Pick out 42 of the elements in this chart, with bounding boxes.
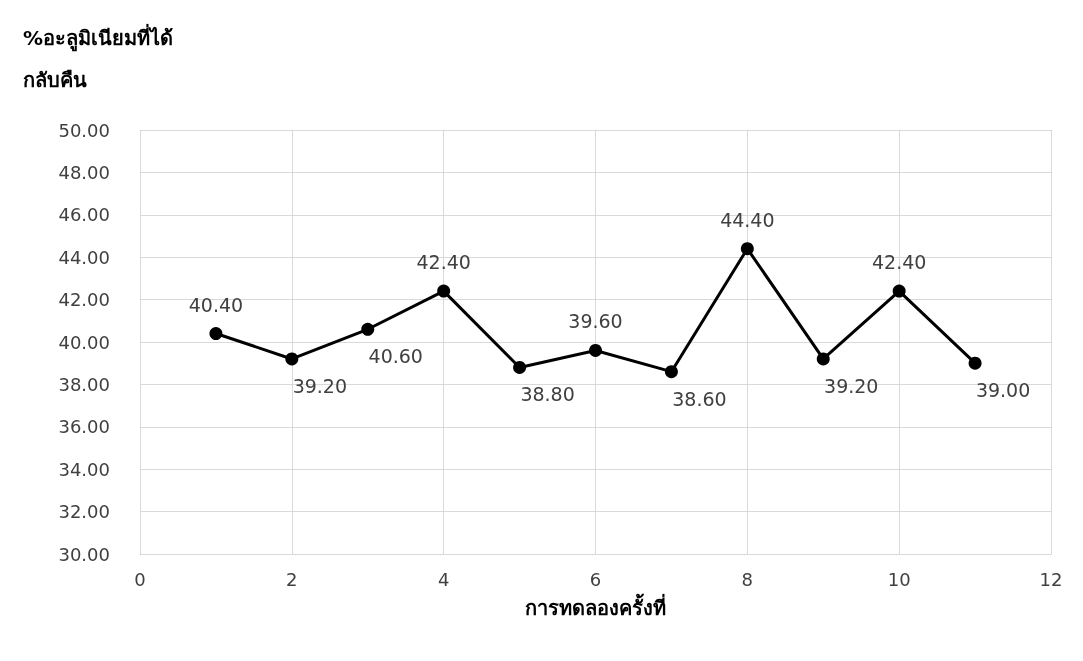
point (740, 242, 754, 256)
data-label: 40.40 (188, 293, 244, 316)
data-label: 38.60 (672, 387, 727, 410)
data-label: 39.00 (975, 379, 1031, 402)
y-tick-label: 50.00 (58, 119, 110, 141)
point (361, 322, 375, 336)
y-tick-label: 32.00 (58, 501, 110, 523)
x-tick-label: 8 (741, 568, 754, 590)
data-label: 40.60 (368, 345, 423, 368)
y-tick-label: 34.00 (58, 458, 110, 480)
point (589, 343, 602, 357)
y-tick-label: 38.00 (58, 373, 110, 395)
point (968, 356, 982, 370)
y-tick-label: 36.00 (58, 416, 110, 438)
data-label: 44.40 (720, 208, 775, 231)
x-tick-label: 6 (589, 568, 602, 590)
point (437, 284, 451, 298)
point (816, 352, 830, 366)
data-label: 42.40 (871, 251, 927, 274)
data-label: 39.20 (292, 374, 348, 397)
point (664, 365, 678, 379)
point (209, 327, 223, 341)
x-tick-label: 4 (437, 568, 450, 590)
point (513, 360, 527, 374)
y-tick-label: 48.00 (58, 161, 110, 183)
y-tick-label: 42.00 (58, 289, 110, 311)
point (285, 352, 299, 366)
x-tick-label: 0 (134, 568, 146, 590)
data-label: 38.80 (520, 383, 575, 406)
x-tick-label: 10 (887, 568, 911, 590)
y-tick-label: 30.00 (58, 543, 110, 565)
data-label: 42.40 (416, 251, 471, 274)
y-tick-label: 40.00 (58, 331, 110, 353)
x-tick-label: 2 (286, 568, 298, 590)
data-label: 39.20 (824, 374, 879, 397)
x-axis-title: การทดลองครั้งที่ (525, 593, 666, 620)
point (892, 284, 906, 298)
y-tick-label: 44.00 (58, 246, 110, 268)
y-axis-title: %อะลูมิเนียมที่ได้ กลับคืน (23, 23, 174, 92)
x-tick-label: 12 (1039, 568, 1063, 590)
data-label: 39.60 (568, 310, 623, 333)
y-tick-label: 46.00 (58, 204, 110, 226)
